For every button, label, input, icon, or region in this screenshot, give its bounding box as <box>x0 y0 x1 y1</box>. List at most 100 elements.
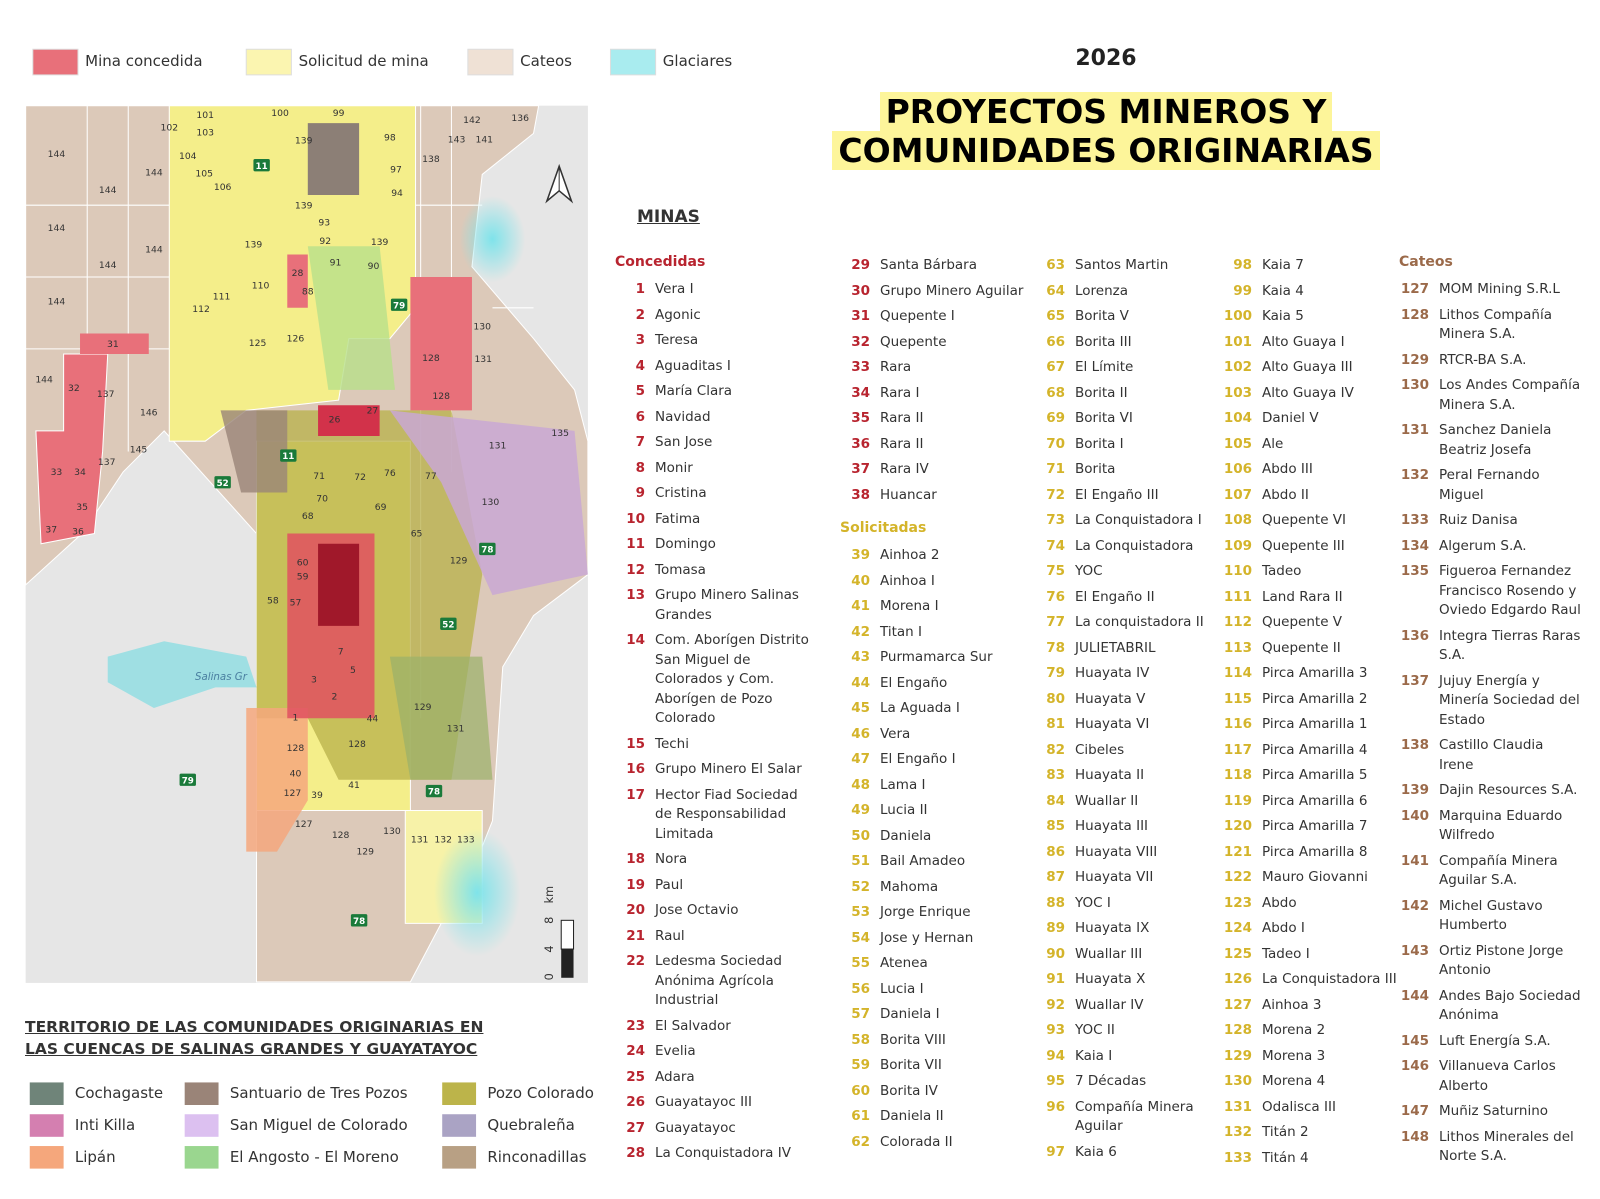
item-name: Huayata X <box>1075 971 1146 987</box>
list-item: 63 Santos Martin <box>1035 256 1235 276</box>
item-name: Ortiz Pistone Jorge Antonio <box>1439 942 1564 979</box>
item-name: Muñiz Saturnino <box>1439 1103 1549 1119</box>
list-item: 146 Villanueva Carlos Alberto <box>1399 1057 1581 1096</box>
list-item: 21 Raul <box>615 927 815 947</box>
item-number: 94 <box>1046 1047 1065 1064</box>
legend-label: Glaciares <box>662 52 733 71</box>
scale-bar <box>561 949 574 978</box>
item-number: 50 <box>851 827 870 844</box>
item-number: 83 <box>1046 767 1065 783</box>
list-item: 145 Luft Energía S.A. <box>1399 1032 1581 1052</box>
item-number: 141 <box>1400 852 1429 869</box>
parcel-label: 136 <box>511 113 529 124</box>
list-item: 94 Kaia I <box>1035 1047 1235 1067</box>
territory-area <box>246 707 308 852</box>
item-name: Pirca Amarilla 3 <box>1262 665 1368 681</box>
road-sign <box>253 159 270 172</box>
parcel-label: 127 <box>295 819 313 830</box>
list-item: 99 Kaia 4 <box>1222 282 1422 302</box>
item-name: Santos Martin <box>1075 257 1169 273</box>
item-number: 130 <box>1223 1073 1252 1089</box>
item-name: Marquina Eduardo Wilfredo <box>1439 807 1563 844</box>
list-item: 56 Lucia I <box>840 980 1040 1000</box>
item-name: Castillo Claudia Irene <box>1439 737 1544 773</box>
list-item: 87 Huayata VII <box>1035 868 1235 888</box>
list-item: 135 Figueroa Fernandez Francisco Rosendo … <box>1399 562 1581 621</box>
item-number: 86 <box>1046 843 1065 860</box>
item-number: 64 <box>1046 282 1065 299</box>
item-name: Borita VII <box>880 1057 942 1073</box>
road-sign <box>425 784 443 798</box>
parcel-label: 104 <box>179 151 197 162</box>
parcel-label: 142 <box>463 115 481 126</box>
road-sign <box>390 298 408 311</box>
item-number: 7 <box>635 434 645 450</box>
list-item: 45 La Aguada I <box>840 699 1040 719</box>
parcel-label: 128 <box>348 739 366 750</box>
list-item: 126 La Conquistadora III <box>1222 970 1422 990</box>
item-number: 27 <box>626 1119 645 1136</box>
item-name: Hector Fiad Sociedad de Responsabilidad … <box>655 786 798 842</box>
list-item: 139 Dajin Resources S.A. <box>1399 781 1581 801</box>
community-swatch <box>442 1114 477 1137</box>
item-number: 114 <box>1223 665 1252 681</box>
item-number: 123 <box>1223 894 1252 911</box>
list-item: 130 Los Andes Compañía Minera S.A. <box>1399 376 1581 415</box>
list-item: 51 Bail Amadeo <box>840 852 1040 872</box>
list-item: 34 Rara I <box>840 384 1040 404</box>
parcel-label: 1 <box>293 712 299 723</box>
item-number: 37 <box>851 461 870 477</box>
item-name: Wuallar IV <box>1075 996 1144 1013</box>
parcel-label: 135 <box>551 428 569 439</box>
list-heading: Cateos <box>1399 254 1453 270</box>
road-label: 79 <box>393 301 405 311</box>
item-name: Cristina <box>655 485 707 501</box>
item-number: 95 <box>1046 1073 1065 1089</box>
item-name: El Engaño <box>880 674 948 691</box>
parcel-label: 70 <box>316 494 328 505</box>
item-name: Villanueva Carlos Alberto <box>1439 1058 1556 1094</box>
community-label: Rinconadillas <box>487 1148 587 1167</box>
item-name: Daniela <box>880 827 932 844</box>
item-name: Ainhoa I <box>880 572 935 589</box>
list-item: 91 Huayata X <box>1035 970 1235 990</box>
item-name: Abdo III <box>1262 461 1313 477</box>
road-label: 11 <box>256 162 268 172</box>
list-item: 18 Nora <box>615 850 815 870</box>
list-item: 90 Wuallar III <box>1035 945 1235 965</box>
scale-unit: km <box>543 886 556 904</box>
item-number: 29 <box>851 257 870 273</box>
list-item: 133 Titán 4 <box>1222 1149 1422 1169</box>
item-number: 140 <box>1400 807 1429 824</box>
item-number: 132 <box>1223 1124 1252 1140</box>
item-number: 125 <box>1223 945 1252 962</box>
community-swatch <box>29 1146 64 1169</box>
list-item: 49 Lucia II <box>840 801 1040 821</box>
item-name: Quepente VI <box>1262 512 1347 528</box>
list-item: 103 Alto Guaya IV <box>1222 384 1422 404</box>
item-number: 78 <box>1046 639 1065 656</box>
parcel-label: 144 <box>99 260 117 271</box>
item-name: Daniel V <box>1262 410 1319 426</box>
parcel-label: 88 <box>302 286 314 297</box>
parcel-label: 90 <box>368 261 380 272</box>
item-number: 79 <box>1046 665 1065 681</box>
item-name: Wuallar III <box>1075 945 1143 962</box>
list-item: 33 Rara <box>840 358 1040 378</box>
item-number: 76 <box>1046 588 1065 605</box>
parcel-label: 102 <box>160 122 178 133</box>
item-number: 97 <box>1046 1143 1065 1160</box>
item-name: El Engaño I <box>880 751 956 767</box>
list-item: 132 Titán 2 <box>1222 1123 1422 1143</box>
item-name: Techi <box>655 735 689 752</box>
item-name: Borita VIII <box>880 1031 946 1048</box>
community-label: Santuario de Tres Pozos <box>229 1084 408 1103</box>
item-number: 107 <box>1223 486 1252 503</box>
list-item: 108 Quepente VI <box>1222 511 1422 531</box>
item-name: Lucia II <box>880 802 928 818</box>
item-name: YOC <box>1075 563 1103 579</box>
list-item: 59 Borita VII <box>840 1056 1040 1076</box>
parcel-label: 129 <box>450 555 468 566</box>
item-number: 82 <box>1046 741 1065 758</box>
list-item: 10 Fatima <box>615 510 815 530</box>
